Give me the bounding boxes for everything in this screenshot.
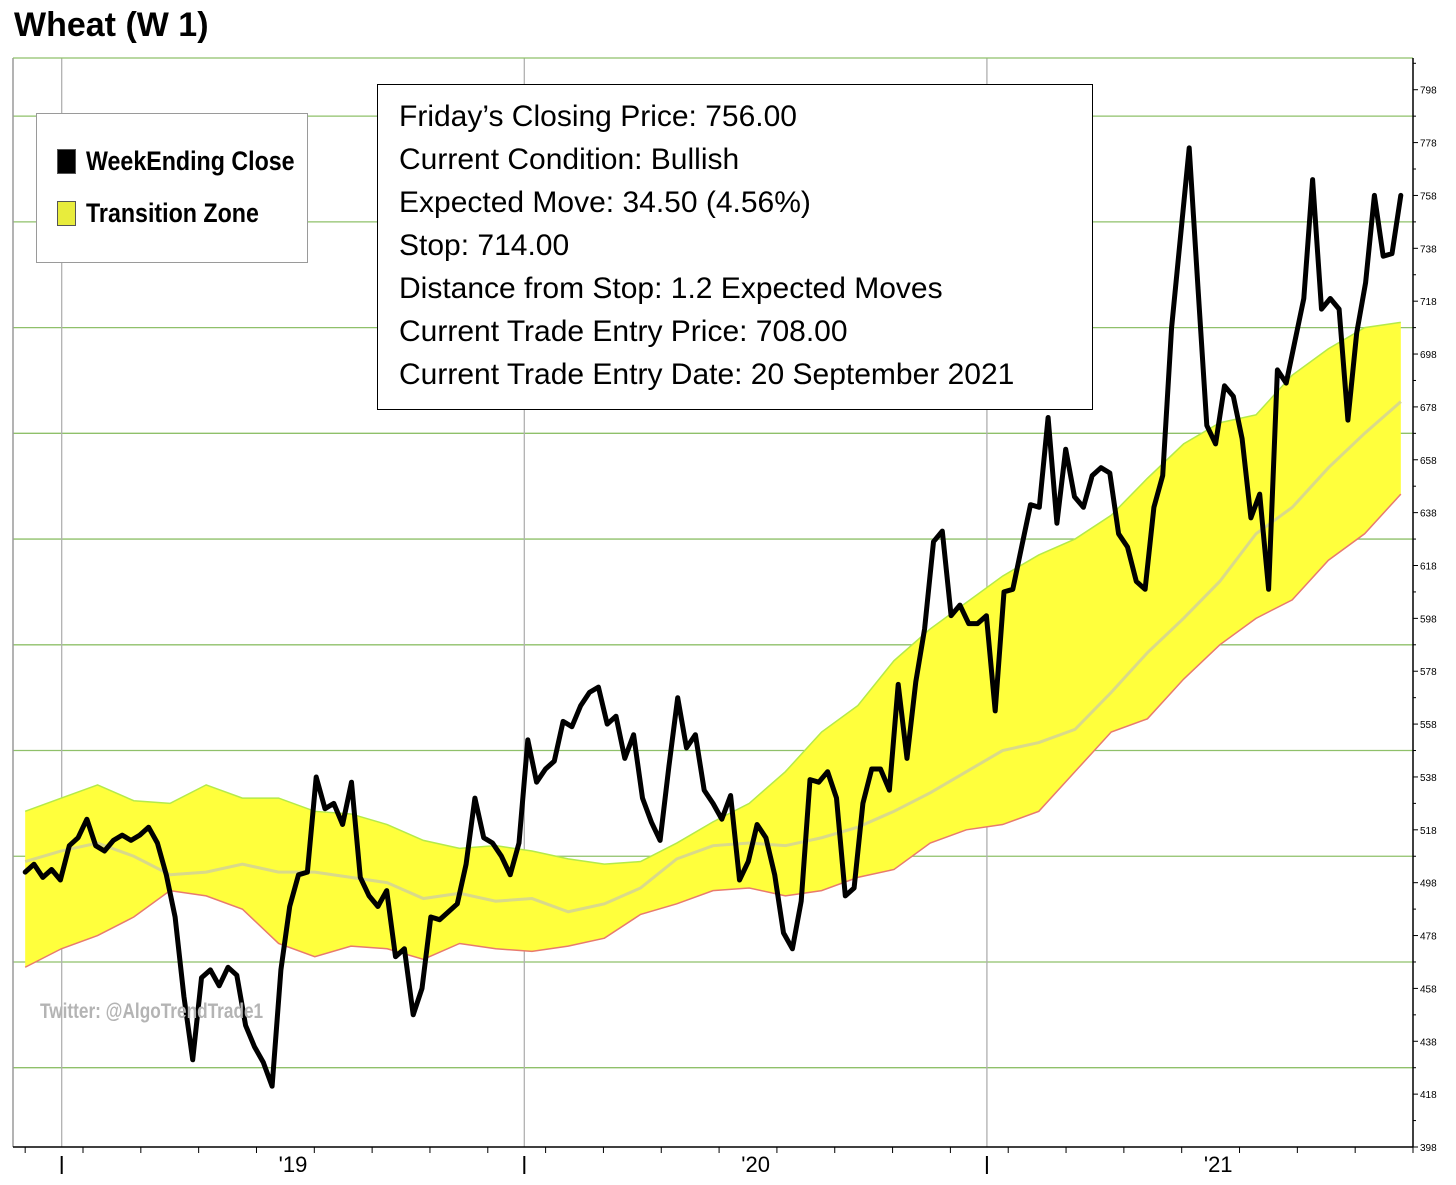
legend: WeekEnding Close Transition Zone (36, 113, 308, 263)
x-tick-label: '20 (741, 1152, 770, 1177)
weekending-close-line (22, 145, 1404, 1089)
info-entry-price: Current Trade Entry Price: 708.00 (399, 315, 848, 348)
y-tick-label: 658 (1420, 456, 1437, 467)
legend-swatch-close (57, 149, 76, 174)
y-tick-label: 538 (1420, 773, 1437, 784)
legend-label-zone: Transition Zone (86, 198, 259, 228)
y-tick-label: 798 (1420, 86, 1437, 97)
info-distance-from-stop: Distance from Stop: 1.2 Expected Moves (399, 272, 943, 305)
y-axis: 398 418 438 458 478 498 518 538 558 578 598 618 638 6… (1413, 62, 1437, 1154)
transition-zone-area (25, 322, 1401, 968)
legend-item-weekending-close: WeekEnding Close (57, 146, 329, 177)
info-current-condition: Current Condition: Bullish (399, 143, 740, 176)
transition-zone-midline (24, 400, 1402, 914)
weekending-close-series (22, 145, 1404, 1089)
legend-item-transition-zone: Transition Zone (57, 198, 287, 229)
info-expected-move: Expected Move: 34.50 (4.56%) (399, 186, 811, 219)
x-tick-label: '21 (1204, 1152, 1233, 1177)
chart-title: Wheat (W 1) (14, 6, 209, 44)
y-tick-label: 698 (1420, 350, 1437, 361)
y-tick-label: 478 (1420, 932, 1437, 943)
y-tick-label: 778 (1420, 139, 1437, 150)
y-tick-label: 558 (1420, 720, 1437, 731)
info-stop: Stop: 714.00 (399, 229, 570, 262)
y-tick-label: 418 (1420, 1090, 1437, 1101)
legend-swatch-zone (57, 201, 76, 226)
transition-zone-band (24, 321, 1402, 968)
y-tick-label: 578 (1420, 667, 1437, 678)
y-tick-label: 498 (1420, 879, 1437, 890)
x-tick-label: '19 (279, 1152, 308, 1177)
y-tick-label: 618 (1420, 561, 1437, 572)
info-closing-price: Friday’s Closing Price: 756.00 (399, 100, 797, 133)
transition-zone-upper-edge (24, 321, 1401, 865)
y-tick-label: 598 (1420, 614, 1437, 625)
watermark-text: Twitter: @AlgoTrendTrade1 (40, 1000, 264, 1023)
plot-frame (12, 57, 1414, 1148)
y-tick-label: 758 (1420, 191, 1437, 202)
y-tick-label: 458 (1420, 984, 1437, 995)
y-tick-label: 518 (1420, 826, 1437, 837)
y-tick-label: 398 (1420, 1143, 1437, 1154)
y-tick-label: 718 (1420, 297, 1437, 308)
info-entry-date: Current Trade Entry Date: 20 September 2… (399, 358, 1015, 391)
transition-zone-lower-edge (24, 493, 1402, 968)
y-tick-label: 738 (1420, 244, 1437, 255)
y-tick-label: 438 (1420, 1037, 1437, 1048)
x-axis: '19 '20 '21 (24, 1147, 1414, 1177)
trade-info-box: Friday’s Closing Price: 756.00 Current C… (377, 84, 1093, 410)
y-tick-label: 678 (1420, 403, 1437, 414)
legend-label-close: WeekEnding Close (86, 146, 295, 176)
y-tick-label: 638 (1420, 509, 1437, 520)
